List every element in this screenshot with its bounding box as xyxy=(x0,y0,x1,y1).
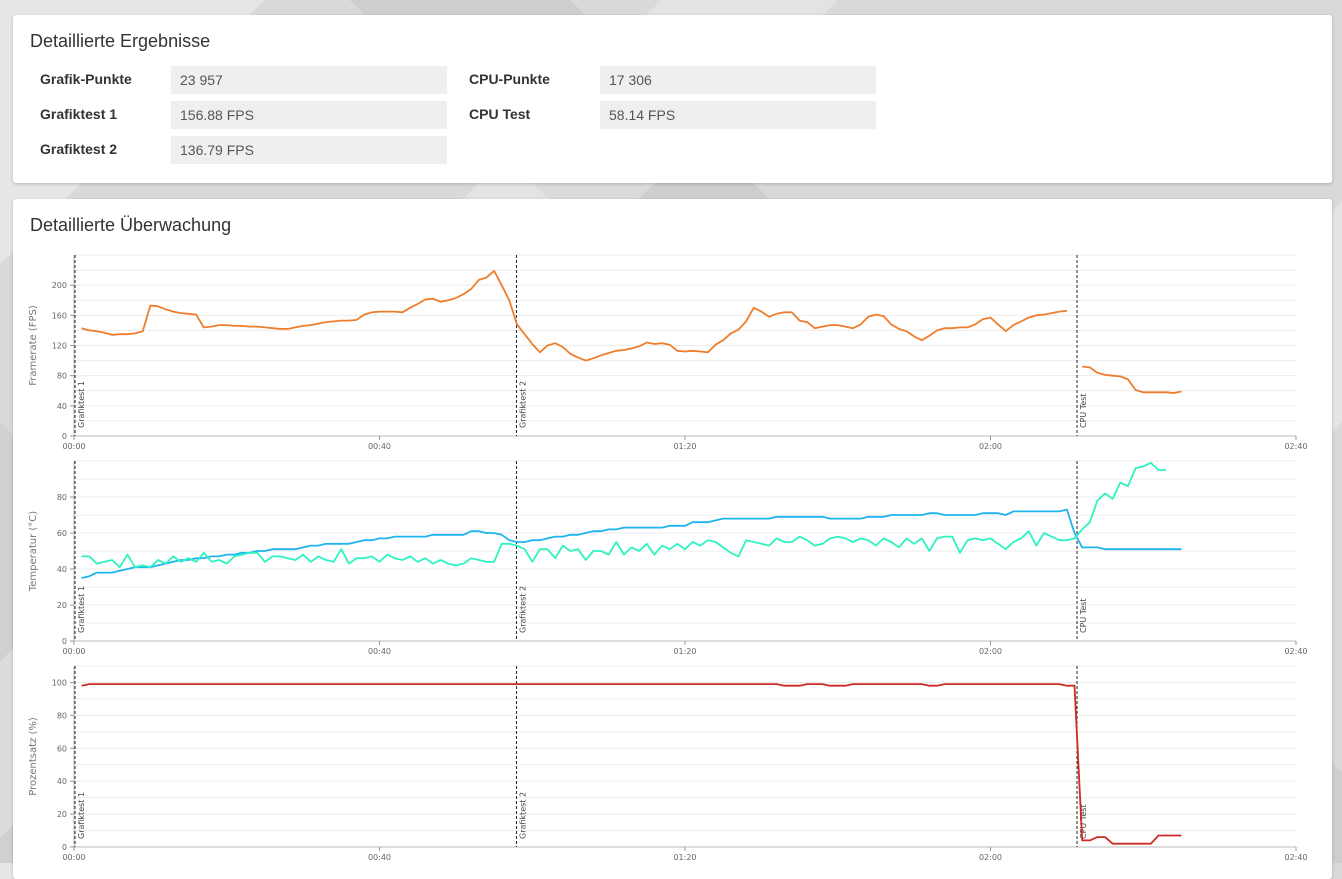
test-marker-label: Grafiktest 2 xyxy=(518,586,527,633)
series-line-temp_gpu xyxy=(81,508,1182,579)
x-tick-label: 02:40 xyxy=(1284,647,1307,656)
graphics-test-2-label: Grafiktest 2 xyxy=(40,141,118,157)
x-tick-label: 00:00 xyxy=(62,647,85,656)
y-tick-label: 0 xyxy=(62,637,67,646)
cpu-test-label: CPU Test xyxy=(469,106,531,122)
x-tick-label: 02:00 xyxy=(979,853,1002,862)
y-tick-label: 40 xyxy=(57,565,67,574)
y-tick-label: 40 xyxy=(57,402,67,411)
y-tick-label: 0 xyxy=(62,432,67,441)
y-axis-label: Temperatur (°C) xyxy=(28,511,39,592)
y-tick-label: 40 xyxy=(57,777,67,786)
test-marker-label: Grafiktest 1 xyxy=(77,586,86,633)
y-tick-label: 20 xyxy=(57,810,67,819)
y-tick-label: 200 xyxy=(52,281,67,290)
x-tick-label: 02:40 xyxy=(1284,442,1307,451)
results-title: Detaillierte Ergebnisse xyxy=(30,31,211,51)
cpu-score-label: CPU-Punkte xyxy=(469,71,550,87)
y-tick-label: 60 xyxy=(57,529,67,538)
test-marker-label: Grafiktest 1 xyxy=(77,792,86,839)
monitoring-card: Detaillierte Überwachung 0 40 80 120 160 200 0… xyxy=(13,199,1332,879)
test-marker-label: Grafiktest 1 xyxy=(77,381,86,428)
x-tick-label: 01:20 xyxy=(673,853,696,862)
test-marker-label: CPU Test xyxy=(1079,598,1088,633)
graphics-score-label: Grafik-Punkte xyxy=(40,71,132,87)
cpu-score-value: 17 306 xyxy=(600,66,876,94)
y-tick-label: 80 xyxy=(57,372,67,381)
graphics-test-1-label: Grafiktest 1 xyxy=(40,106,118,122)
series-line-fps xyxy=(1082,365,1182,394)
y-tick-label: 120 xyxy=(52,342,67,351)
series-line-fps xyxy=(81,269,1067,362)
test-marker-label: Grafiktest 2 xyxy=(518,792,527,839)
test-marker-label: CPU Test xyxy=(1079,393,1088,428)
x-tick-label: 01:20 xyxy=(673,442,696,451)
graphics-test-1-value: 156.88 FPS xyxy=(171,101,447,129)
y-tick-label: 20 xyxy=(57,601,67,610)
x-tick-label: 02:40 xyxy=(1284,853,1307,862)
y-tick-label: 160 xyxy=(52,311,67,320)
x-tick-label: 00:40 xyxy=(368,647,391,656)
x-tick-label: 00:40 xyxy=(368,442,391,451)
x-tick-label: 01:20 xyxy=(673,647,696,656)
y-tick-label: 80 xyxy=(57,711,67,720)
y-tick-label: 80 xyxy=(57,493,67,502)
x-tick-label: 00:00 xyxy=(62,853,85,862)
y-axis-label: Prozentsatz (%) xyxy=(28,717,39,796)
y-tick-label: 100 xyxy=(52,678,67,687)
graphics-score-value: 23 957 xyxy=(171,66,447,94)
y-tick-label: 60 xyxy=(57,744,67,753)
test-marker-label: CPU Test xyxy=(1079,804,1088,839)
test-marker-label: Grafiktest 2 xyxy=(518,381,527,428)
series-line-cpu_load xyxy=(81,683,1182,845)
monitoring-title: Detaillierte Überwachung xyxy=(30,215,232,235)
cpu-test-value: 58.14 FPS xyxy=(600,101,876,129)
x-tick-label: 00:40 xyxy=(368,853,391,862)
x-tick-label: 02:00 xyxy=(979,442,1002,451)
series-line-temp_cpu xyxy=(81,461,1167,569)
graphics-test-2-value: 136.79 FPS xyxy=(171,136,447,164)
x-tick-label: 00:00 xyxy=(62,442,85,451)
y-tick-label: 0 xyxy=(62,843,67,852)
x-tick-label: 02:00 xyxy=(979,647,1002,656)
y-axis-label: Framerate (FPS) xyxy=(28,305,39,386)
results-card: Detaillierte Ergebnisse Grafik-Punkte 23… xyxy=(13,15,1332,183)
